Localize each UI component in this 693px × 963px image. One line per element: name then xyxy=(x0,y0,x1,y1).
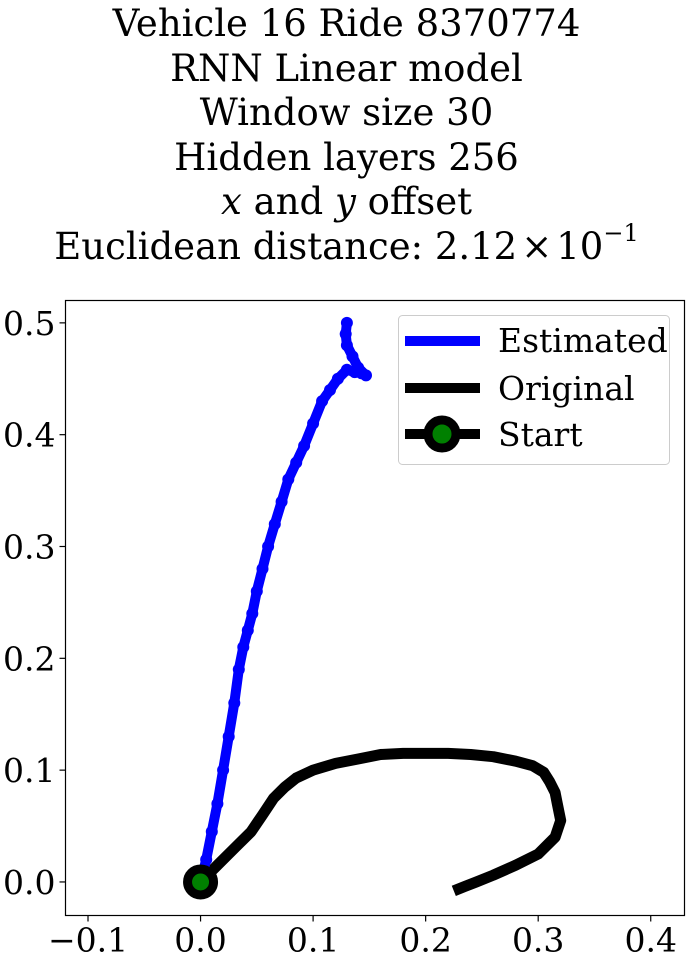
estimated-point xyxy=(352,361,365,374)
chart-title: Vehicle 16 Ride 8370774 RNN Linear model… xyxy=(0,0,693,269)
estimated-point xyxy=(275,495,288,508)
series-estimated-line xyxy=(195,317,371,887)
title-line-2: RNN Linear model xyxy=(170,46,523,90)
title-distance-prefix: Euclidean distance: xyxy=(54,224,435,268)
estimated-point xyxy=(307,417,320,430)
x-tick-label: −0.1 xyxy=(48,921,128,960)
title-line-5: x and y offset xyxy=(0,180,693,225)
legend-label-estimated: Estimated xyxy=(498,321,668,360)
estimated-point xyxy=(241,624,254,637)
y-tick-label: 0.1 xyxy=(3,751,55,790)
estimated-point xyxy=(256,562,269,575)
start-marker xyxy=(183,864,219,900)
estimated-point xyxy=(339,328,352,340)
title-line-1: Vehicle 16 Ride 8370774 xyxy=(112,2,581,45)
x-tick-label: 0.3 xyxy=(512,921,564,960)
estimated-point xyxy=(262,540,275,553)
estimated-point xyxy=(232,663,245,676)
estimated-point xyxy=(340,316,353,329)
legend-label-original: Original xyxy=(498,369,635,408)
legend-label-start: Start xyxy=(498,415,583,454)
estimated-point xyxy=(360,369,372,382)
estimated-point xyxy=(200,853,213,866)
x-tick-label: 0.0 xyxy=(174,921,226,960)
series-original-line xyxy=(196,747,567,897)
x-tick-label: 0.4 xyxy=(624,921,676,960)
estimated-point xyxy=(340,339,353,352)
plot-frame xyxy=(64,299,686,917)
title-line-4: Hidden layers 256 xyxy=(174,135,519,179)
y-tick-label: 0.0 xyxy=(3,863,55,902)
legend-box xyxy=(398,315,670,465)
title-line-3: Window size 30 xyxy=(199,91,494,134)
estimated-point xyxy=(346,350,359,363)
title-times: × xyxy=(521,224,553,268)
estimated-point xyxy=(282,473,295,486)
title-var-x: x xyxy=(221,180,242,223)
title-offset: offset xyxy=(355,180,472,223)
title-line-6: Euclidean distance: 2.12 × 10−1 xyxy=(0,221,693,270)
x-tick-label: 0.2 xyxy=(399,921,451,960)
estimated-point xyxy=(331,372,344,385)
title-base: 10 xyxy=(556,224,604,268)
title-distance-mantissa: 2.12 xyxy=(434,224,518,268)
legend: Estimated Original Start xyxy=(398,315,670,465)
estimated-point xyxy=(222,730,235,743)
estimated-point xyxy=(290,456,303,469)
estimated-point xyxy=(250,585,263,598)
estimated-point xyxy=(298,439,311,452)
data-layer xyxy=(183,316,567,900)
title-exponent: −1 xyxy=(603,218,639,247)
title-and: and xyxy=(241,180,335,223)
estimated-point xyxy=(237,641,250,654)
y-tick-label: 0.4 xyxy=(3,416,55,455)
estimated-point xyxy=(246,607,259,620)
title-var-y: y xyxy=(335,180,356,223)
estimated-point xyxy=(268,518,281,531)
y-tick-label: 0.5 xyxy=(3,304,55,343)
estimated-point xyxy=(211,797,224,810)
estimated-point xyxy=(205,825,218,838)
y-tick-label: 0.2 xyxy=(3,639,55,678)
x-tick-label: 0.1 xyxy=(287,921,339,960)
ticks-layer: −0.1 0.0 0.1 0.2 0.3 0.4 0.0 0.1 0.2 0.3 0.4 0.5 xyxy=(3,304,677,960)
estimated-point xyxy=(324,384,336,396)
y-tick-label: 0.3 xyxy=(3,528,55,567)
estimated-point xyxy=(316,395,329,408)
estimated-point xyxy=(228,697,241,709)
estimated-point xyxy=(217,764,230,777)
legend-swatch-start-marker xyxy=(423,415,461,453)
